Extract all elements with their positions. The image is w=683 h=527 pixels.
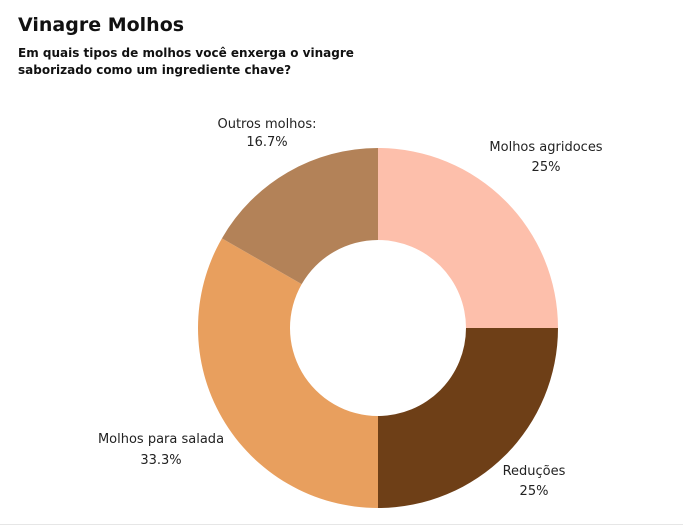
slice-molhos-agridoces[interactable]	[378, 148, 558, 328]
divider	[0, 524, 683, 525]
chart-subtitle: Em quais tipos de molhos você enxerga o …	[18, 46, 354, 77]
slice-value-label: 33.3%	[140, 453, 181, 468]
slice-value-label: 25%	[520, 484, 549, 499]
slice-value-label: 16.7%	[246, 135, 287, 150]
slice-label: Reduções	[503, 464, 566, 479]
slice-outros-molhos[interactable]	[221, 148, 378, 285]
slice-molhos-para-salada[interactable]	[198, 238, 378, 509]
slice-label: Molhos para salada	[98, 432, 224, 447]
slice-value-label: 25%	[532, 160, 561, 175]
slice-label: Outros molhos:	[217, 117, 316, 132]
slice-label: Molhos agridoces	[489, 140, 602, 155]
chart-title: Vinagre Molhos	[18, 14, 185, 36]
slice-redu-es[interactable]	[378, 328, 558, 508]
